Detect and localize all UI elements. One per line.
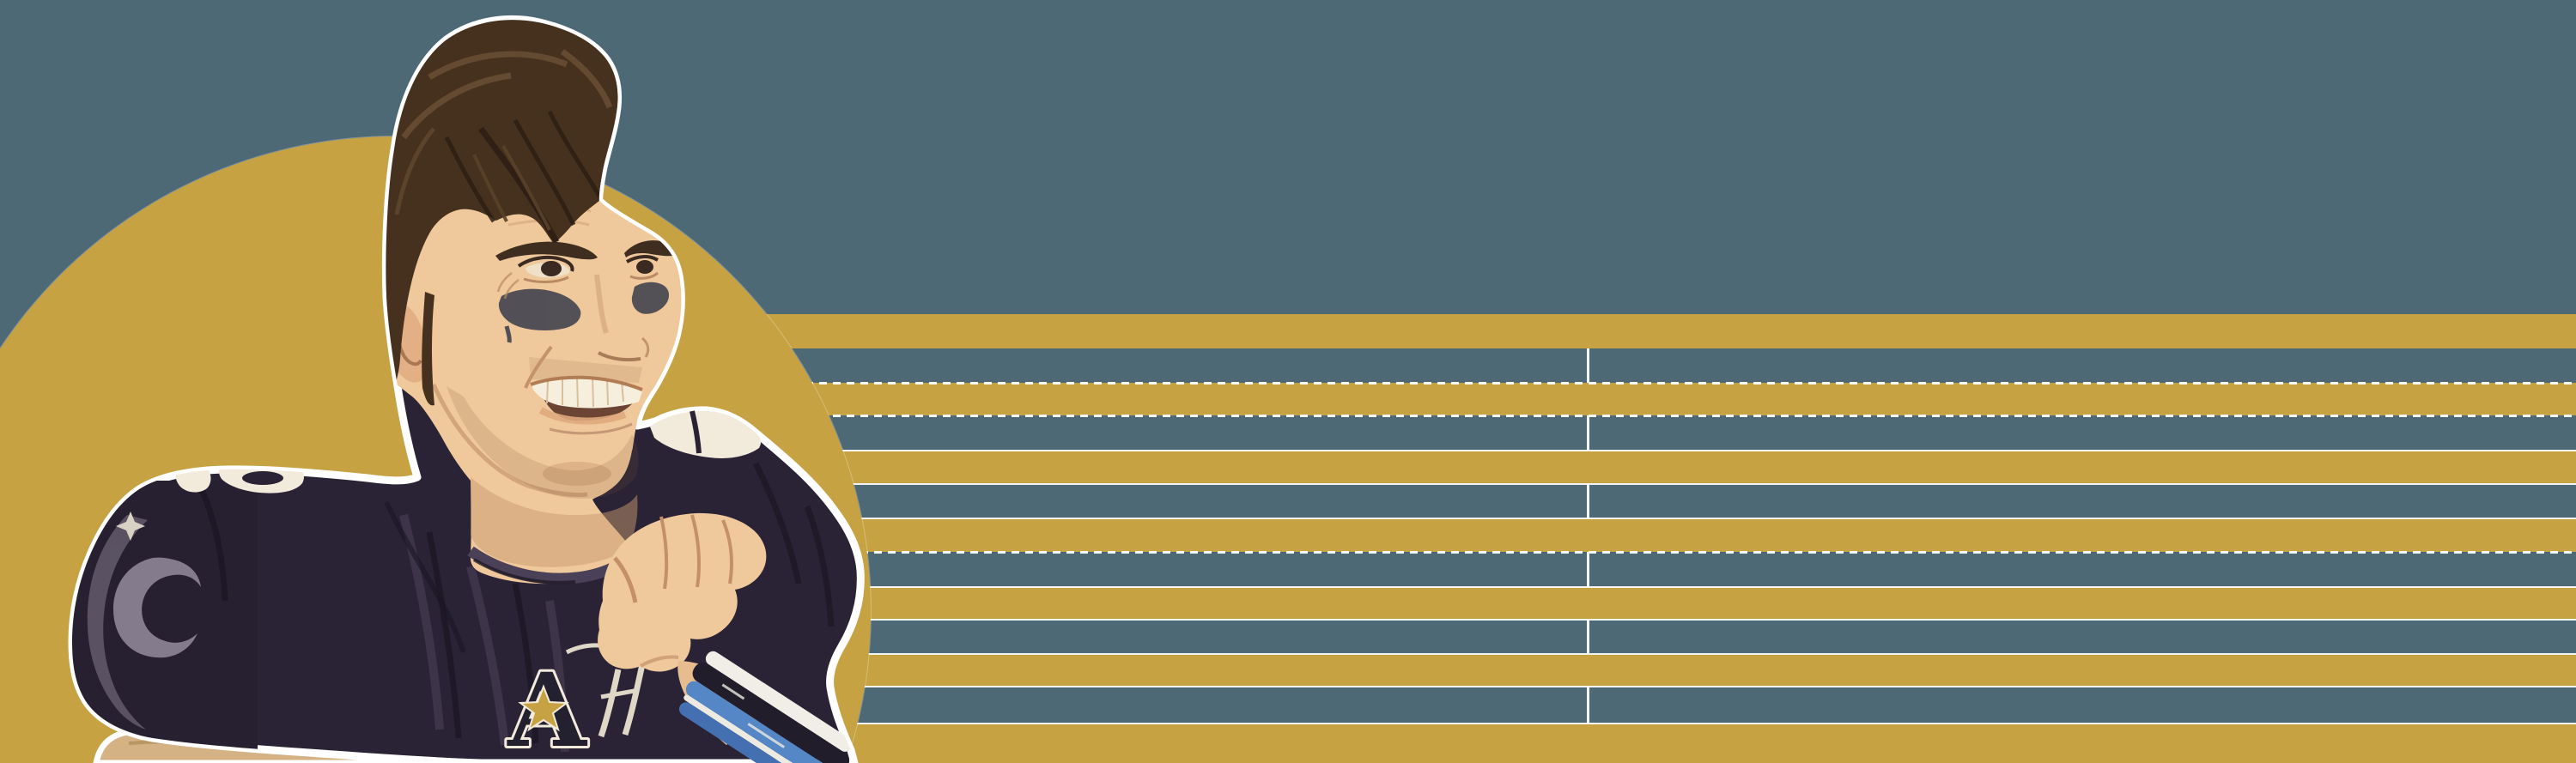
gold-stripe [737, 586, 2576, 620]
gold-stripe [737, 518, 2576, 553]
sleeve-swirl-graphic [87, 512, 201, 730]
ucf-logo [565, 643, 646, 738]
aac-patch: A [504, 648, 590, 763]
wristband-blue-dark [678, 702, 835, 763]
stripe-separator-line [737, 619, 2576, 621]
gold-stripe [737, 654, 2576, 687]
stripe-separator-line [737, 415, 2576, 417]
stripe-separator-line [737, 585, 2576, 588]
shoulder-number-right [650, 410, 762, 458]
sparkle-icon [116, 512, 145, 541]
stripe-separator-line [737, 653, 2576, 655]
nose [594, 274, 650, 362]
wristband-white-thin [683, 694, 838, 763]
stripe-separator-line [737, 551, 2576, 554]
sleeve-folds [752, 462, 835, 627]
hair [385, 20, 618, 406]
stripe-separator-line [737, 722, 2576, 724]
stripe-separator-line [737, 381, 2576, 385]
wristband-white [705, 651, 853, 752]
eye-black-smudges [498, 282, 670, 343]
stripe-separator-line [737, 449, 2576, 451]
gold-stripe [737, 450, 2576, 484]
player-photo-cutout: A [68, 15, 865, 763]
star-icon [518, 684, 569, 732]
gold-stripe [737, 313, 2576, 348]
smile [524, 345, 643, 435]
stripe-seam-line [1587, 347, 1589, 763]
stripe-separator-line [737, 518, 2576, 519]
gold-stripe [737, 723, 2576, 763]
stripe-separator-line [737, 686, 2576, 688]
gold-stripe [737, 382, 2576, 415]
fist [598, 512, 767, 672]
stripe-separator-line [737, 482, 2576, 485]
